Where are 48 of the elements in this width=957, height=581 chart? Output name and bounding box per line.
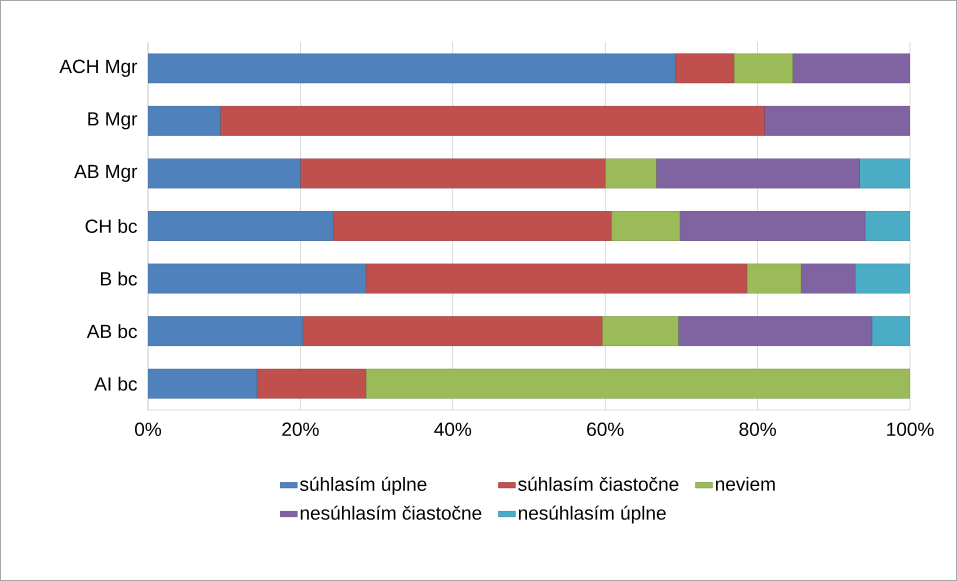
bar	[675, 53, 734, 84]
bar	[764, 106, 910, 136]
bar	[366, 264, 748, 294]
legend-label: nesúhlasím úplne	[518, 506, 666, 524]
bar	[605, 158, 656, 188]
bar	[800, 264, 856, 294]
x-tick-label: 0%	[135, 422, 162, 436]
bar	[864, 211, 910, 241]
x-tick-label: 20%	[282, 422, 319, 436]
bar	[746, 264, 802, 294]
bar	[148, 368, 258, 399]
bar	[678, 316, 872, 346]
y-tick-label: AB Mgr	[74, 164, 138, 182]
bar	[854, 264, 910, 294]
bar	[366, 368, 910, 399]
bar	[860, 158, 910, 188]
x-tick-label: 60%	[587, 422, 624, 436]
bar	[792, 53, 910, 84]
bar	[148, 211, 334, 241]
bar	[872, 316, 910, 346]
y-tick-label: CH bc	[86, 219, 137, 233]
y-tick-label: ACH Mgr	[59, 60, 138, 77]
x-tick-label: 80%	[739, 422, 776, 436]
bar	[680, 211, 866, 241]
y-tick-label: AI bc	[94, 376, 137, 391]
legend-label: súhlasím úplne	[300, 476, 426, 495]
x-tick-label: 100%	[887, 422, 934, 436]
legend-label: neviem	[716, 476, 775, 491]
bar	[302, 316, 602, 346]
bar	[148, 264, 366, 294]
bar	[148, 53, 676, 84]
bar	[148, 316, 303, 346]
bar	[332, 211, 612, 241]
bar	[256, 368, 366, 399]
bar	[611, 211, 680, 241]
y-tick-label: B bc	[101, 272, 137, 286]
legend-label: súhlasím čiastočne	[518, 476, 678, 491]
bar	[148, 158, 301, 188]
x-tick-label: 40%	[434, 422, 472, 436]
legend-label: nesúhlasím čiastočne	[300, 506, 482, 520]
bar	[300, 158, 606, 188]
y-tick-label: B Mgr	[88, 112, 138, 130]
bar	[602, 316, 679, 346]
bar	[220, 106, 765, 136]
bar	[734, 53, 793, 84]
bar	[656, 158, 860, 188]
y-tick-label: AB bc	[86, 324, 137, 338]
bar	[148, 106, 221, 136]
